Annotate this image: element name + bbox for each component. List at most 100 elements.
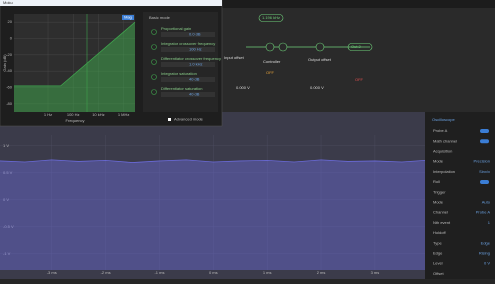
diagram-label: 1.196 kHz	[262, 15, 280, 20]
plot-tag: Mag	[124, 15, 132, 20]
setting-input[interactable]	[161, 77, 215, 82]
setting-label: Integrator crossover frequency	[161, 41, 215, 46]
setting-value: 40 dB	[189, 92, 200, 97]
diagram-label: Controller	[263, 59, 281, 64]
settings-icon	[151, 59, 157, 65]
setting-value: 1.0 kHz	[189, 62, 203, 67]
y-tick-label: 0	[10, 36, 13, 41]
setting-value: 100 Hz	[189, 47, 202, 52]
scope-area	[0, 112, 425, 279]
diagram-label: Out 2	[351, 44, 362, 49]
y-tick-label: 20	[8, 19, 13, 24]
setting-label: Differentiator saturation	[161, 86, 203, 91]
y-tick-label: -0.5 V	[3, 224, 14, 229]
window-title: Moku	[3, 0, 13, 5]
y-axis-label: Gain (dB)	[2, 54, 7, 72]
pill[interactable]	[258, 14, 284, 22]
x-tick-label: 10 kHz	[92, 112, 104, 117]
setting-input[interactable]	[161, 32, 215, 37]
panel-label: Interpolation	[433, 169, 455, 174]
x-tick-label: -2 ms	[101, 270, 111, 275]
setting-input[interactable]	[161, 92, 215, 97]
panel-label: Mode	[433, 159, 444, 164]
panel-value[interactable]: Probe A	[476, 210, 491, 215]
settings-icon	[151, 44, 157, 50]
panel-label: Level	[433, 261, 443, 266]
panel-value[interactable]: Edge	[481, 240, 491, 245]
x-tick-label: 3 ms	[371, 270, 380, 275]
settings-icon	[151, 74, 157, 80]
y-tick-label: -60	[6, 85, 13, 90]
panel-value[interactable]: Precision	[474, 159, 490, 164]
panel-value[interactable]: 0 V	[484, 261, 490, 266]
x-tick-label: 100 Hz	[67, 112, 80, 117]
titlebar	[0, 0, 495, 8]
panel-label: Roll	[433, 179, 440, 184]
advanced-label: Advanced mode	[174, 117, 204, 122]
diagram-label: OFF	[266, 70, 275, 75]
setting-label: Proportional gain	[161, 26, 191, 31]
setting-label: Differentiator crossover frequency	[161, 56, 221, 61]
panel-title: Oscilloscope	[432, 117, 455, 122]
popup-titlebar	[0, 0, 222, 6]
y-tick-label: 1 V	[3, 143, 9, 148]
panel-value[interactable]: Rising	[479, 250, 490, 255]
settings-title: Basic mode	[149, 15, 171, 20]
checkbox[interactable]	[168, 118, 171, 121]
diagram-label: 0.000 V	[310, 85, 324, 90]
panel-label: Offset	[433, 271, 444, 276]
setting-value: 0.0 dB	[189, 32, 201, 37]
settings-icon	[151, 89, 157, 95]
node	[278, 42, 288, 52]
panel-value[interactable]: 1	[488, 220, 491, 225]
diagram-area	[222, 8, 495, 112]
panel-label: Probe A	[433, 128, 448, 133]
toggle[interactable]	[480, 180, 489, 184]
diagram-label: OFF	[355, 77, 364, 82]
node	[315, 42, 325, 52]
x-tick-label: 1 MHz	[118, 112, 130, 117]
x-tick-label: 1 Hz	[44, 112, 52, 117]
pill[interactable]	[347, 43, 373, 51]
panel-label: Trigger	[433, 189, 446, 194]
y-tick-label: -20	[6, 52, 13, 57]
panel-label: Edge	[433, 250, 443, 255]
y-tick-label: -80	[6, 101, 13, 106]
diagram-label: 0.000 V	[236, 85, 250, 90]
panel-label: Nth event	[433, 220, 451, 225]
x-tick-label: 0 ms	[209, 270, 218, 275]
panel-value[interactable]: Auto	[482, 199, 491, 204]
setting-value: 40 dB	[189, 77, 200, 82]
x-tick-label: 1 ms	[263, 270, 272, 275]
panel-label: Channel	[433, 210, 448, 215]
diagram-label: Output offset	[308, 57, 332, 62]
setting-input[interactable]	[161, 47, 215, 52]
tag-bg	[122, 15, 134, 20]
x-tick-label: -3 ms	[47, 270, 57, 275]
panel-value[interactable]: Sinx/x	[479, 169, 490, 174]
y-tick-label: 0 V	[3, 197, 9, 202]
panel-label: Math channel	[433, 138, 457, 143]
panel-label: Holdoff	[433, 230, 446, 235]
line	[0, 159, 426, 163]
line	[14, 21, 136, 87]
area	[14, 22, 135, 113]
setting-label: Integrator saturation	[161, 71, 197, 76]
x-tick-label: -1 ms	[154, 270, 164, 275]
x-axis-label: Frequency	[66, 118, 85, 123]
x-tick-label: 2 ms	[317, 270, 326, 275]
panel-label: Type	[433, 240, 442, 245]
toggle[interactable]	[480, 129, 489, 133]
panel-label: Mode	[433, 199, 444, 204]
y-tick-label: 0.5 V	[3, 170, 13, 175]
panel-label: Acquisition	[433, 148, 452, 153]
setting-input[interactable]	[161, 62, 215, 67]
area	[0, 159, 425, 270]
toggle[interactable]	[480, 139, 489, 144]
y-tick-label: -1 V	[3, 251, 11, 256]
settings-icon	[151, 29, 157, 35]
node	[265, 42, 275, 52]
y-tick-label: -40	[6, 68, 13, 73]
